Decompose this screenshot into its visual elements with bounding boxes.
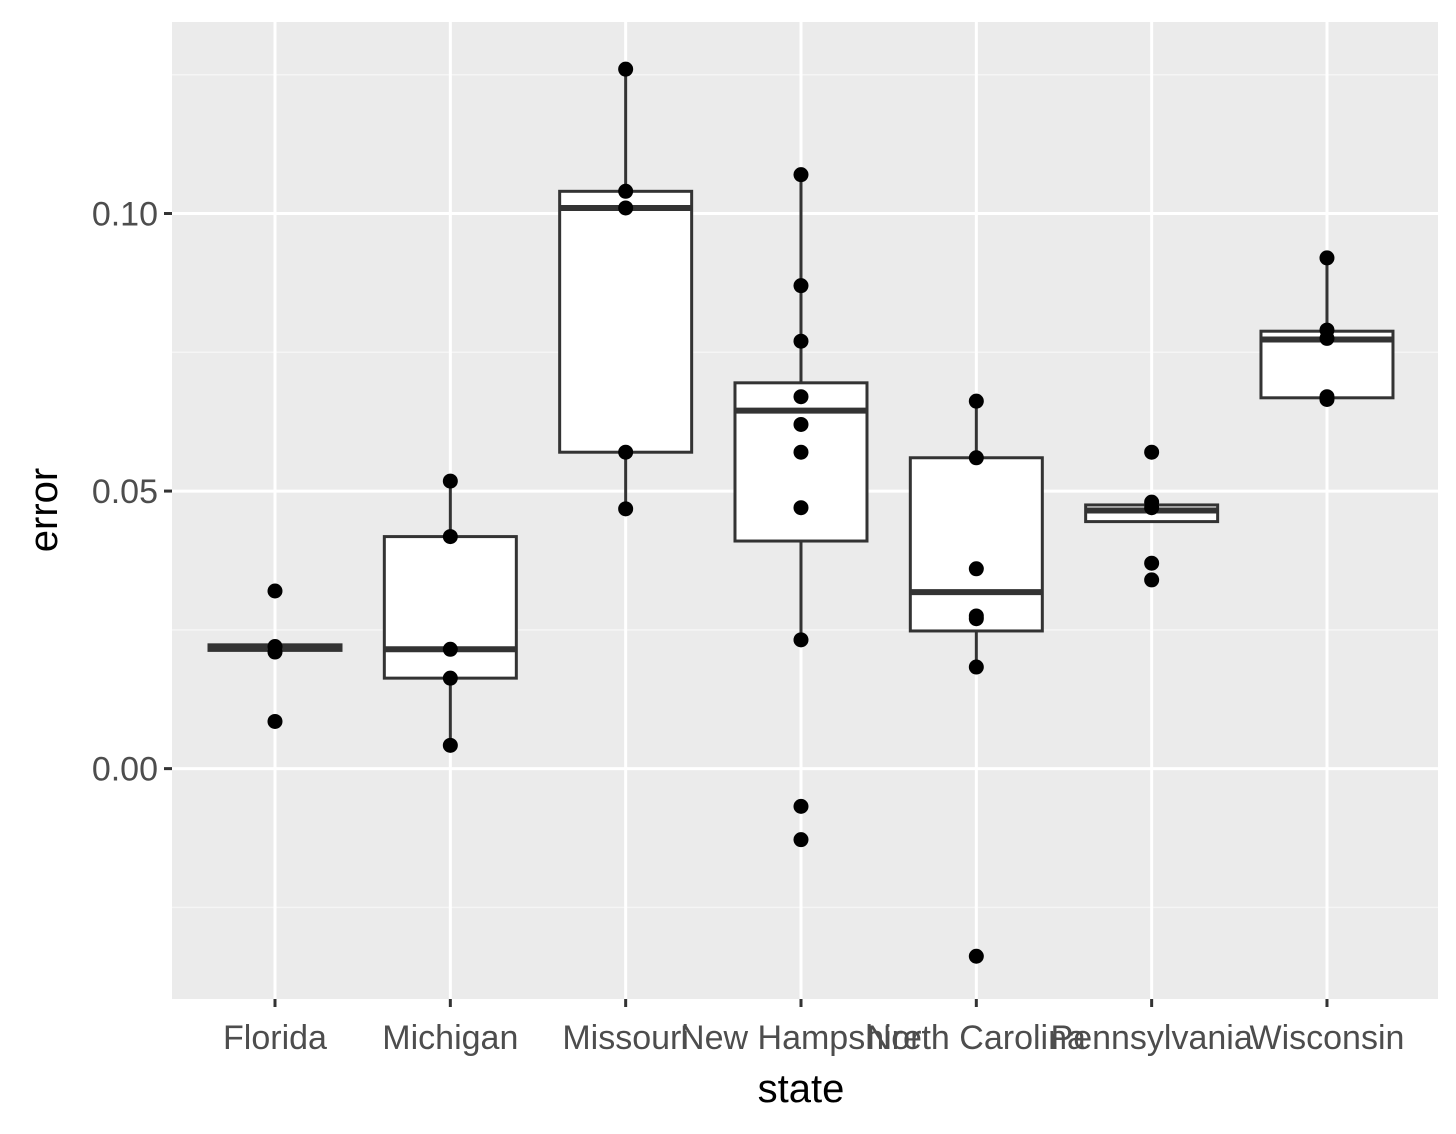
data-point	[442, 473, 458, 489]
data-points	[267, 61, 1335, 964]
box-iqr	[382, 535, 518, 680]
data-point	[793, 632, 809, 648]
data-point	[442, 670, 458, 686]
data-point	[793, 389, 809, 405]
data-point	[442, 529, 458, 545]
data-point	[968, 561, 984, 577]
data-point	[968, 659, 984, 675]
x-tick-label: Michigan	[382, 1019, 518, 1057]
data-point	[1319, 250, 1335, 266]
data-point	[1144, 572, 1160, 588]
data-point	[793, 500, 809, 516]
data-point	[793, 278, 809, 294]
y-axis-title: error	[22, 468, 66, 552]
data-point	[267, 644, 283, 660]
x-tick-label: North Carolina	[867, 1019, 1086, 1057]
x-tick-label: Missouri	[562, 1019, 689, 1057]
data-point	[793, 333, 809, 349]
data-point	[618, 183, 634, 199]
x-tick-label: New Hampshire	[680, 1019, 922, 1057]
data-point	[618, 501, 634, 517]
x-tick-label: Wisconsin	[1250, 1019, 1405, 1057]
data-point	[793, 832, 809, 848]
data-point	[1319, 330, 1335, 346]
box-iqr	[908, 456, 1044, 633]
data-point	[1144, 444, 1160, 460]
data-point	[442, 641, 458, 657]
box-iqr	[558, 189, 694, 454]
data-point	[1144, 555, 1160, 571]
data-point	[618, 444, 634, 460]
data-point	[968, 393, 984, 409]
x-tick-label: Florida	[223, 1019, 327, 1057]
data-point	[442, 737, 458, 753]
data-point	[793, 167, 809, 183]
data-point	[267, 713, 283, 729]
data-point	[968, 611, 984, 627]
data-point	[793, 416, 809, 432]
data-point	[1319, 391, 1335, 407]
box-iqr	[733, 381, 869, 543]
data-point	[267, 583, 283, 599]
boxes	[207, 69, 1395, 746]
x-tick-label: Pennsylvania	[1051, 1019, 1253, 1057]
data-point	[618, 200, 634, 216]
data-point	[1144, 500, 1160, 516]
data-point	[968, 948, 984, 964]
data-point	[793, 444, 809, 460]
data-point	[618, 61, 634, 77]
x-axis-title: state	[758, 1067, 845, 1111]
y-tick-label: 0.05	[92, 473, 158, 511]
y-tick-label: 0.10	[92, 196, 158, 234]
y-tick-label: 0.00	[92, 751, 158, 789]
box-north-carolina	[908, 401, 1044, 668]
data-point	[793, 798, 809, 814]
box-missouri	[558, 69, 694, 509]
data-point	[968, 450, 984, 466]
box-wisconsin	[1259, 257, 1395, 400]
